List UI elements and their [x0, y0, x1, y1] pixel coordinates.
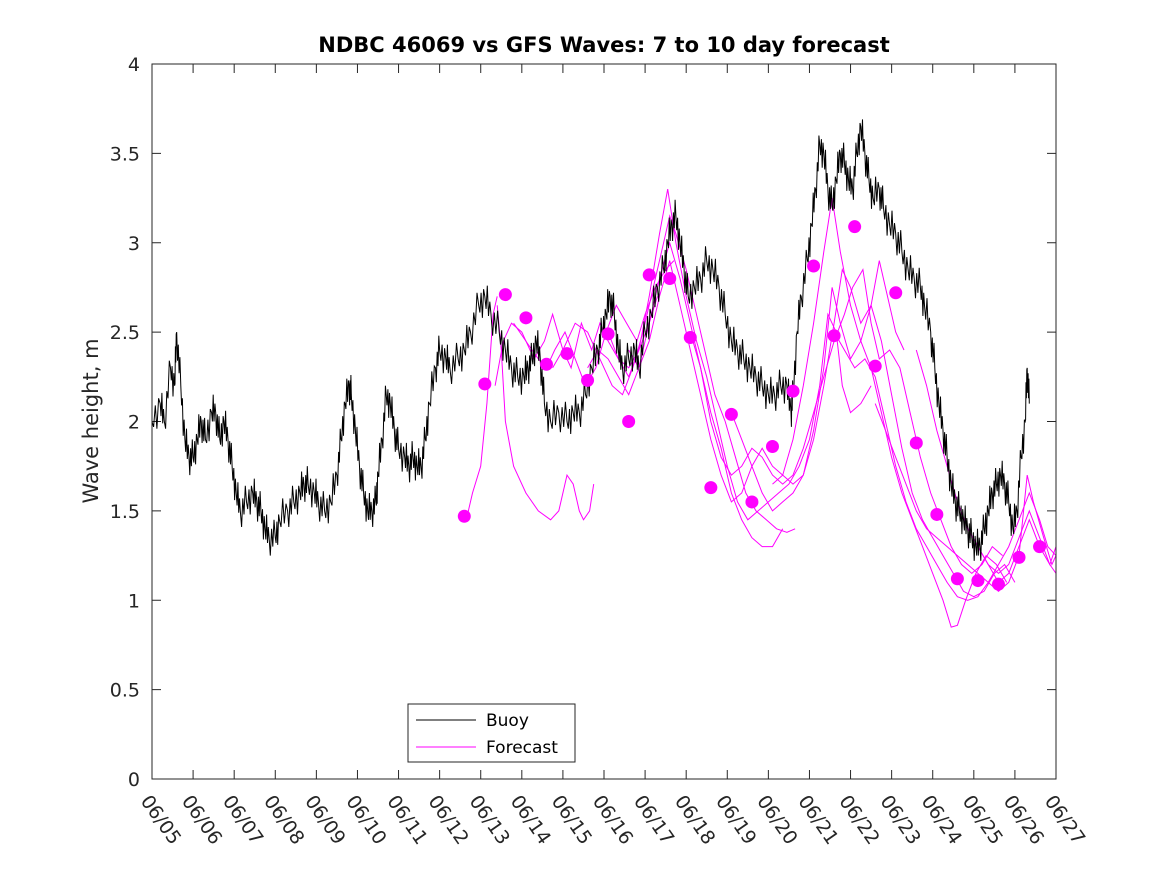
y-tick-label: 0.5 [110, 680, 140, 702]
forecast-initial-marker [478, 377, 492, 391]
x-tick-label: 06/08 [259, 791, 308, 848]
x-tick-label: 06/27 [1040, 791, 1089, 848]
x-tick-label: 06/21 [793, 791, 842, 848]
x-tick-label: 06/16 [588, 791, 637, 848]
forecast-run-line [689, 268, 1003, 575]
forecast-initial-marker [827, 329, 841, 343]
forecast-initial-marker [642, 268, 656, 282]
plot-frame [151, 63, 1057, 780]
y-tick-label: 2.5 [110, 322, 140, 344]
x-tick-label: 06/23 [876, 791, 925, 848]
forecast-initial-marker [498, 288, 512, 302]
x-tick-label: 06/25 [958, 791, 1007, 848]
x-tick-label: 06/15 [547, 791, 596, 848]
forecast-run-line [607, 189, 872, 521]
forecast-run-line [552, 214, 796, 533]
forecast-initial-markers [457, 220, 1047, 591]
forecast-initial-marker [786, 384, 800, 398]
y-tick-label: 4 [128, 54, 140, 76]
forecast-initial-marker [622, 415, 636, 428]
x-tick-label: 06/26 [999, 791, 1048, 848]
forecast-initial-marker [950, 572, 964, 586]
plot-background [152, 64, 1056, 779]
forecast-initial-marker [765, 440, 779, 454]
x-tick-label: 06/06 [177, 791, 226, 848]
x-tick-label: 06/05 [136, 791, 185, 848]
forecast-initial-marker [683, 330, 697, 344]
forecast-initial-marker [663, 272, 677, 285]
forecast-initial-marker [971, 574, 985, 588]
legend-box [407, 703, 576, 763]
forecast-initial-marker [745, 495, 759, 509]
forecast-initial-marker [930, 507, 944, 521]
y-tick-label: 3 [128, 233, 140, 255]
forecast-run-line [772, 198, 1008, 628]
x-tick-label: 06/14 [506, 791, 555, 848]
forecast-run-line [496, 305, 595, 521]
x-tick-label: 06/13 [465, 791, 514, 848]
forecast-initial-marker [519, 311, 533, 325]
forecast-initial-marker [848, 220, 862, 234]
forecast-initial-marker [991, 577, 1005, 591]
forecast-initial-marker [601, 327, 615, 341]
y-tick-label: 1.5 [110, 501, 140, 523]
x-tick-label: 06/18 [670, 791, 719, 848]
forecast-initial-marker [868, 359, 882, 373]
forecast-run-line [465, 296, 498, 520]
forecast-run-line [730, 267, 1016, 598]
x-tick-label: 06/20 [752, 791, 801, 848]
forecast-initial-marker [889, 286, 903, 300]
y-tick-label: 0 [128, 769, 140, 791]
forecast-initial-marker [909, 436, 923, 450]
forecast-initial-marker [1012, 550, 1026, 564]
forecast-initial-marker [539, 357, 553, 371]
y-tick-label: 3.5 [110, 143, 140, 165]
forecast-initial-marker [1033, 540, 1047, 554]
y-tick-label: 2 [128, 412, 140, 434]
forecast-run-line [587, 240, 784, 548]
forecast-initial-marker [807, 259, 821, 273]
x-tick-label: 06/19 [711, 791, 760, 848]
x-tick-label: 06/10 [341, 791, 390, 848]
x-tick-label: 06/11 [382, 791, 431, 848]
x-tick-label: 06/07 [218, 791, 267, 848]
legend-buoy-label: Buoy [486, 711, 529, 731]
x-tick-label: 06/17 [629, 791, 678, 848]
forecast-run-line [628, 260, 905, 503]
legend: Buoy Forecast [407, 703, 576, 763]
forecast-initial-marker [560, 347, 574, 361]
legend-forecast-label: Forecast [486, 738, 558, 758]
x-tick-label: 06/12 [424, 791, 473, 848]
forecast-initial-marker [581, 373, 595, 387]
chart-title: NDBC 46069 vs GFS Waves: 7 to 10 day for… [318, 33, 889, 57]
x-tick-label: 06/09 [300, 791, 349, 848]
forecast-series-group [465, 189, 1056, 628]
y-axis-label: Wave height, m [79, 338, 103, 503]
x-tick-label: 06/22 [834, 791, 883, 848]
x-tick-label: 06/24 [917, 791, 966, 848]
forecast-initial-marker [457, 509, 471, 523]
forecast-initial-marker [704, 481, 718, 495]
forecast-initial-marker [724, 407, 738, 421]
y-tick-label: 1 [128, 590, 140, 612]
forecast-run-line [874, 403, 1056, 592]
